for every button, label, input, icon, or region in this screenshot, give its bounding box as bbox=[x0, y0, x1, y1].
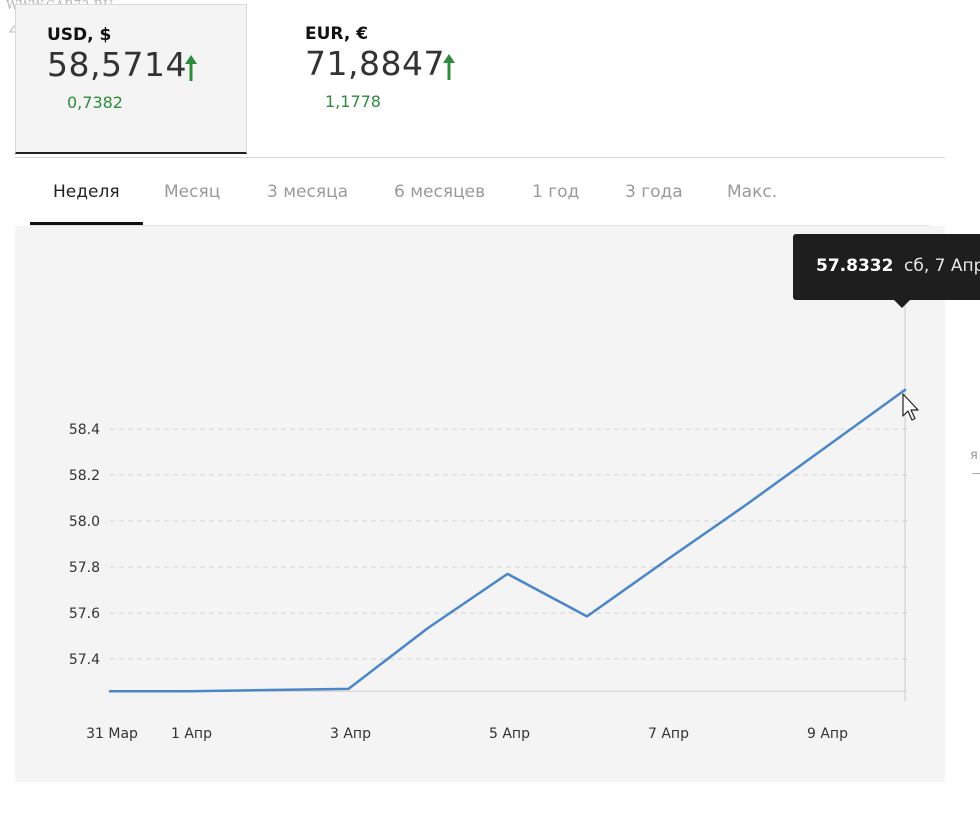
y-tick-label: 58.2 bbox=[69, 468, 100, 484]
tooltip-value: 57.8332 bbox=[816, 256, 894, 276]
tab-6-months[interactable]: 6 месяцев bbox=[394, 182, 486, 202]
arrow-up-icon bbox=[443, 54, 455, 80]
x-tick-label: 3 Апр bbox=[330, 726, 371, 742]
currency-rate: 58,5714 bbox=[47, 45, 187, 84]
x-tick-label: 31 Мар bbox=[86, 726, 138, 742]
x-tick-label: 1 Апр bbox=[171, 726, 212, 742]
y-tick-label: 58.4 bbox=[69, 422, 100, 438]
x-tick-label: 9 Апр bbox=[807, 726, 848, 742]
tab-week[interactable]: Неделя bbox=[30, 160, 143, 225]
currency-rate: 71,8847 bbox=[305, 44, 445, 83]
rate-line-chart[interactable]: 57.4 57.6 57.8 58.0 58.2 58.4 31 Мар 1 Апр 3 Апр… bbox=[15, 226, 945, 782]
tab-1-year[interactable]: 1 год bbox=[532, 182, 580, 202]
currency-card-usd[interactable]: USD, $ 58,5714 0,7382 bbox=[15, 4, 247, 154]
tab-3-months[interactable]: 3 месяца bbox=[267, 182, 349, 202]
tab-month[interactable]: Месяц bbox=[164, 182, 221, 202]
edge-line bbox=[972, 473, 980, 474]
y-tick-label: 57.6 bbox=[69, 606, 100, 622]
header-divider bbox=[15, 157, 945, 158]
x-tick-label: 7 Апр bbox=[648, 726, 689, 742]
period-tabs: Неделя Месяц 3 месяца 6 месяцев 1 год 3 … bbox=[30, 160, 930, 226]
currency-name: USD, $ bbox=[47, 25, 112, 45]
chart-tooltip: 57.8332 сб, 7 Апр bbox=[793, 234, 980, 308]
mouse-cursor-icon bbox=[902, 393, 919, 421]
currency-name: EUR, € bbox=[305, 24, 369, 44]
currency-change: 0,7382 bbox=[67, 93, 123, 112]
tab-max[interactable]: Макс. bbox=[727, 182, 778, 202]
chart-panel: 57.4 57.6 57.8 58.0 58.2 58.4 31 Мар 1 Апр 3 Апр… bbox=[15, 226, 945, 782]
arrow-up-icon bbox=[185, 55, 197, 81]
series-line bbox=[108, 388, 907, 693]
currency-card-eur[interactable]: EUR, € 71,8847 1,1778 bbox=[290, 4, 510, 154]
tooltip-pointer bbox=[894, 300, 910, 308]
y-tick-label: 57.4 bbox=[69, 652, 100, 668]
x-tick-label: 5 Апр bbox=[489, 726, 530, 742]
y-tick-label: 58.0 bbox=[69, 514, 100, 530]
y-tick-label: 57.8 bbox=[69, 560, 100, 576]
edge-glyph: я bbox=[970, 448, 978, 463]
tooltip-date: сб, 7 Апр bbox=[904, 256, 980, 276]
currency-change: 1,1778 bbox=[325, 92, 381, 111]
tab-3-years[interactable]: 3 года bbox=[625, 182, 683, 202]
